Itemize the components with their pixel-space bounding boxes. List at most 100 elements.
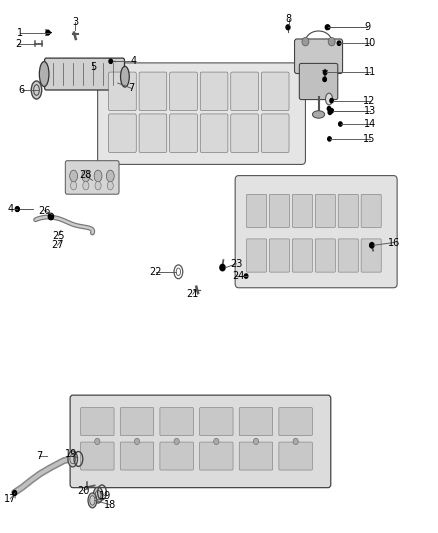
FancyBboxPatch shape (315, 195, 336, 228)
FancyBboxPatch shape (261, 72, 289, 111)
Circle shape (286, 25, 290, 30)
FancyBboxPatch shape (247, 239, 267, 272)
FancyBboxPatch shape (98, 63, 305, 165)
Text: 22: 22 (149, 267, 162, 277)
Text: 1: 1 (17, 28, 23, 38)
Text: 25: 25 (52, 231, 64, 241)
Circle shape (328, 37, 335, 46)
Ellipse shape (70, 170, 78, 182)
FancyBboxPatch shape (239, 408, 273, 435)
Circle shape (323, 70, 327, 75)
Circle shape (327, 107, 331, 111)
FancyBboxPatch shape (269, 195, 290, 228)
Circle shape (109, 59, 113, 63)
Circle shape (15, 207, 19, 212)
FancyBboxPatch shape (338, 239, 358, 272)
Circle shape (323, 77, 326, 82)
FancyBboxPatch shape (239, 442, 273, 470)
Circle shape (13, 490, 17, 495)
FancyBboxPatch shape (160, 442, 194, 470)
Text: 15: 15 (364, 134, 376, 144)
FancyBboxPatch shape (81, 408, 114, 435)
Circle shape (330, 99, 333, 103)
Circle shape (15, 207, 19, 211)
Ellipse shape (82, 170, 90, 182)
Circle shape (330, 109, 333, 113)
FancyBboxPatch shape (45, 58, 124, 90)
Text: 11: 11 (364, 68, 376, 77)
Text: 27: 27 (51, 240, 64, 250)
FancyBboxPatch shape (170, 72, 198, 111)
FancyBboxPatch shape (200, 72, 228, 111)
FancyBboxPatch shape (235, 175, 397, 288)
FancyBboxPatch shape (120, 408, 154, 435)
FancyBboxPatch shape (292, 195, 312, 228)
FancyBboxPatch shape (139, 114, 167, 152)
FancyBboxPatch shape (361, 239, 381, 272)
Circle shape (95, 438, 100, 445)
FancyBboxPatch shape (109, 72, 136, 111)
Text: 19: 19 (65, 449, 78, 458)
Circle shape (244, 274, 248, 278)
Circle shape (337, 41, 341, 45)
FancyBboxPatch shape (120, 442, 154, 470)
Text: 19: 19 (99, 491, 112, 501)
Text: 2: 2 (15, 39, 21, 49)
Text: 14: 14 (364, 119, 376, 129)
Circle shape (325, 25, 329, 30)
Ellipse shape (31, 81, 42, 99)
FancyBboxPatch shape (269, 239, 290, 272)
Ellipse shape (88, 493, 97, 508)
Text: 17: 17 (4, 494, 17, 504)
Circle shape (174, 438, 179, 445)
FancyBboxPatch shape (160, 408, 194, 435)
FancyBboxPatch shape (139, 72, 167, 111)
FancyBboxPatch shape (170, 114, 198, 152)
Text: 3: 3 (72, 17, 78, 27)
Text: 28: 28 (80, 170, 92, 180)
Circle shape (220, 264, 225, 271)
FancyBboxPatch shape (200, 442, 233, 470)
Text: 7: 7 (128, 83, 135, 93)
Text: 9: 9 (364, 22, 371, 33)
Ellipse shape (83, 181, 89, 190)
Circle shape (328, 110, 332, 115)
Text: 4: 4 (7, 204, 14, 214)
FancyBboxPatch shape (315, 239, 336, 272)
Ellipse shape (106, 170, 114, 182)
Ellipse shape (68, 451, 78, 467)
Circle shape (253, 438, 258, 445)
Text: 7: 7 (36, 451, 42, 461)
Circle shape (214, 438, 219, 445)
Text: 16: 16 (388, 238, 400, 247)
FancyBboxPatch shape (81, 442, 114, 470)
Text: 10: 10 (364, 38, 376, 48)
FancyBboxPatch shape (247, 195, 267, 228)
FancyBboxPatch shape (261, 114, 289, 152)
Text: 4: 4 (131, 56, 137, 66)
Circle shape (46, 30, 50, 35)
Circle shape (370, 243, 374, 248)
Circle shape (293, 438, 298, 445)
Text: 12: 12 (364, 95, 376, 106)
Text: 20: 20 (78, 486, 90, 496)
Text: 23: 23 (230, 259, 243, 269)
Text: 13: 13 (364, 106, 376, 116)
Ellipse shape (95, 181, 101, 190)
Circle shape (328, 137, 331, 141)
Ellipse shape (93, 487, 103, 503)
Circle shape (48, 213, 53, 220)
FancyBboxPatch shape (109, 114, 136, 152)
Ellipse shape (94, 170, 102, 182)
Circle shape (339, 122, 342, 126)
FancyBboxPatch shape (294, 39, 343, 74)
Ellipse shape (39, 62, 49, 86)
FancyBboxPatch shape (231, 114, 258, 152)
Text: 24: 24 (233, 271, 245, 281)
Text: 21: 21 (187, 289, 199, 299)
Ellipse shape (71, 181, 77, 190)
Text: 26: 26 (38, 206, 50, 216)
FancyBboxPatch shape (200, 408, 233, 435)
FancyBboxPatch shape (299, 63, 338, 100)
Ellipse shape (325, 93, 332, 105)
